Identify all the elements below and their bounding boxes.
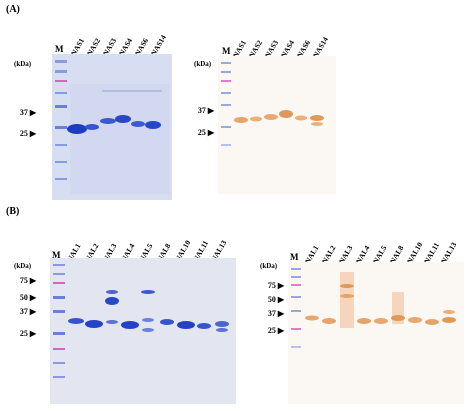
band-nnal3 <box>105 297 119 305</box>
panel-b-right-mw-50: 50 ▶ <box>267 295 284 304</box>
ladder-lane <box>55 60 67 180</box>
band-nnal11 <box>197 323 211 329</box>
band-nnal10 <box>408 317 422 323</box>
panel-b-left-mw-37: 37 ▶ <box>19 307 36 316</box>
panel-b-left-mw-75: 75 ▶ <box>19 276 36 285</box>
panel-b-right-kda-label: (kDa) <box>260 262 278 270</box>
panel-a-right-mw-37: 37 ▶ <box>197 106 214 115</box>
band-nnal1 <box>305 315 319 321</box>
band-nnas2 <box>250 116 262 122</box>
band-nnas6 <box>295 115 307 121</box>
blot-background <box>288 262 464 404</box>
panel-a-left-kda-label: (kDa) <box>14 60 32 68</box>
band-nnal8 <box>160 319 174 325</box>
panel-a-right-blot <box>218 56 336 194</box>
band-nnas14 <box>310 115 324 121</box>
panel-a-right-marker-label: M <box>222 46 231 56</box>
ladder-lane <box>291 268 301 348</box>
panel-a-left-gel <box>52 54 172 200</box>
panel-a-left-mw-37: 37 ▶ <box>19 108 36 117</box>
panel-a-left-marker-label: M <box>55 44 64 54</box>
panel-a-left-mw-25: 25 ▶ <box>19 129 36 138</box>
ladder-lane <box>221 62 231 146</box>
band-nnal3 <box>340 272 354 328</box>
band-nnal11 <box>425 319 439 325</box>
panel-b-right-marker-label: M <box>290 252 299 262</box>
band-nnal10 <box>177 321 195 329</box>
band-nnas1 <box>67 124 87 134</box>
band-nnal4 <box>121 321 139 329</box>
panel-b-right-blot <box>288 262 464 404</box>
band-nnas3 <box>100 118 116 124</box>
panel-b-left-marker-label: M <box>52 250 61 260</box>
band-nnal13 <box>215 321 229 327</box>
panel-b-label: (B) <box>6 206 20 217</box>
band-nnal5 <box>141 290 155 294</box>
band-nnal2 <box>85 320 103 328</box>
panel-b-right-mw-25: 25 ▶ <box>267 326 284 335</box>
band-nnas3 <box>264 114 278 120</box>
band-nnal4 <box>357 318 371 324</box>
band-nnas4 <box>115 115 131 123</box>
panel-b-right-mw-37: 37 ▶ <box>267 309 284 318</box>
band-nnas14 <box>145 121 161 129</box>
band-nnal5 <box>374 318 388 324</box>
band-nnal2 <box>322 318 336 324</box>
band-nnas1 <box>234 117 248 123</box>
panel-a-right-kda-label: (kDa) <box>194 60 212 68</box>
band-nnas6 <box>131 121 145 127</box>
ladder-lane <box>53 264 65 378</box>
band-nnal1 <box>68 318 84 324</box>
panel-b-left-mw-50: 50 ▶ <box>19 293 36 302</box>
panel-a-right-mw-25: 25 ▶ <box>197 128 214 137</box>
panel-b-left-mw-25: 25 ▶ <box>19 329 36 338</box>
band-nnas4 <box>279 110 293 118</box>
panel-a-label: (A) <box>6 4 20 15</box>
panel-b-left-gel <box>50 258 236 404</box>
band-nnal13 <box>442 317 456 323</box>
panel-b-right-mw-75: 75 ▶ <box>267 281 284 290</box>
band-nnas2 <box>85 124 99 130</box>
panel-b-left-kda-label: (kDa) <box>14 262 32 270</box>
